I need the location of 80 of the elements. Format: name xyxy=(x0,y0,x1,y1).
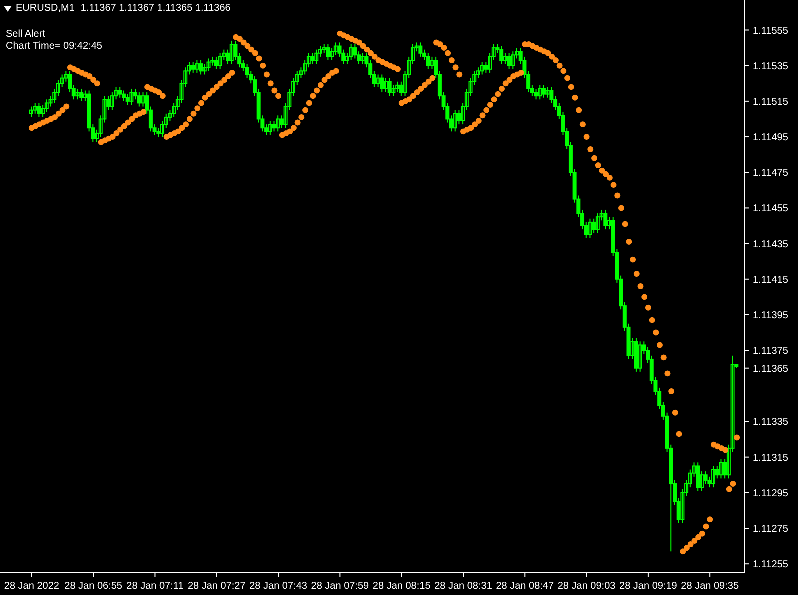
y-tick-label: 1.11255 xyxy=(753,560,789,571)
y-tick-label: 1.11275 xyxy=(753,524,789,536)
candlestick xyxy=(638,341,642,372)
y-tick-label: 1.11455 xyxy=(753,204,789,215)
y-tick-label: 1.11295 xyxy=(753,488,789,500)
candlestick xyxy=(33,102,38,114)
candlestick xyxy=(507,52,512,70)
candlestick xyxy=(380,74,384,94)
candlestick xyxy=(418,42,423,58)
candlestick xyxy=(712,466,716,488)
y-tick-label: 1.11375 xyxy=(753,346,789,358)
candlestick xyxy=(268,120,272,136)
y-tick-label: 1.11415 xyxy=(753,274,789,286)
candlestick xyxy=(503,52,508,65)
candlestick xyxy=(195,60,200,74)
candlestick xyxy=(396,81,400,94)
candlestick xyxy=(360,52,365,65)
candlestick xyxy=(392,84,396,97)
chart-title: EURUSD,M1 xyxy=(16,3,75,14)
x-tick-label: 28 Jan 09:35 xyxy=(681,581,740,592)
x-tick-label: 28 Jan 08:15 xyxy=(372,581,432,592)
candlestick xyxy=(30,106,34,118)
candlestick xyxy=(141,92,146,108)
candlestick xyxy=(218,52,222,70)
chart-subtitle: 1.11367 1.11367 1.11365 1.11366 xyxy=(80,3,231,14)
candlestick xyxy=(542,84,546,98)
x-tick-label: 28 Jan 07:43 xyxy=(250,581,308,592)
candlestick xyxy=(376,74,380,88)
candlestick xyxy=(310,52,315,65)
candlestick xyxy=(76,88,80,100)
y-tick-label: 1.11555 xyxy=(753,26,789,37)
x-tick-label: 28 Jan 08:47 xyxy=(496,581,554,592)
x-tick-label: 28 Jan 08:31 xyxy=(434,581,493,592)
candlestick xyxy=(480,62,484,76)
annotation: Chart Time= 09:42:45 xyxy=(6,41,102,52)
candlestick xyxy=(230,40,234,65)
candlestick xyxy=(191,62,196,74)
candlestick xyxy=(349,44,354,62)
y-tick-label: 1.11395 xyxy=(753,310,789,322)
candlestick xyxy=(511,51,516,70)
x-tick-label: 28 Jan 09:19 xyxy=(620,581,678,592)
candlestick xyxy=(199,60,204,76)
y-tick-label: 1.11535 xyxy=(753,61,789,72)
y-tick-label: 1.11335 xyxy=(753,417,789,428)
y-tick-label: 1.11435 xyxy=(753,239,789,250)
candlestick xyxy=(719,458,724,480)
candlestick xyxy=(118,86,122,98)
candlestick xyxy=(538,84,542,100)
candlestick xyxy=(453,110,458,132)
candlestick xyxy=(588,218,592,239)
x-tick-label: 28 Jan 07:11 xyxy=(126,581,184,592)
x-tick-label: 28 Jan 09:03 xyxy=(558,581,616,592)
candlestick xyxy=(546,86,550,98)
x-tick-label: 28 Jan 06:55 xyxy=(64,581,123,592)
candlestick xyxy=(596,213,600,234)
y-tick-label: 1.11365 xyxy=(753,364,789,375)
annotation: Sell Alert xyxy=(6,29,46,40)
candlestick xyxy=(696,462,700,492)
candlestick xyxy=(214,56,218,70)
candlestick xyxy=(80,88,84,102)
candlestick xyxy=(326,44,330,62)
y-tick-label: 1.11495 xyxy=(753,132,789,144)
x-tick-label: 28 Jan 2022 xyxy=(4,581,60,592)
candlestick xyxy=(314,49,319,65)
candlestick xyxy=(276,115,280,132)
candlestick xyxy=(534,88,538,100)
candlestick xyxy=(384,78,388,94)
candlestick xyxy=(37,102,42,118)
candlestick xyxy=(130,88,134,106)
candlestick xyxy=(500,46,504,65)
candlestick xyxy=(122,90,126,102)
candlestick xyxy=(388,78,392,97)
candlestick xyxy=(206,58,211,72)
y-tick-label: 1.11475 xyxy=(753,168,789,180)
x-tick-label: 28 Jan 07:27 xyxy=(188,581,246,592)
y-tick-label: 1.11315 xyxy=(753,452,789,464)
y-tick-label: 1.11515 xyxy=(753,96,789,108)
candlestick xyxy=(604,209,608,230)
x-tick-label: 28 Jan 07:59 xyxy=(311,581,370,592)
candlestick xyxy=(426,52,430,70)
